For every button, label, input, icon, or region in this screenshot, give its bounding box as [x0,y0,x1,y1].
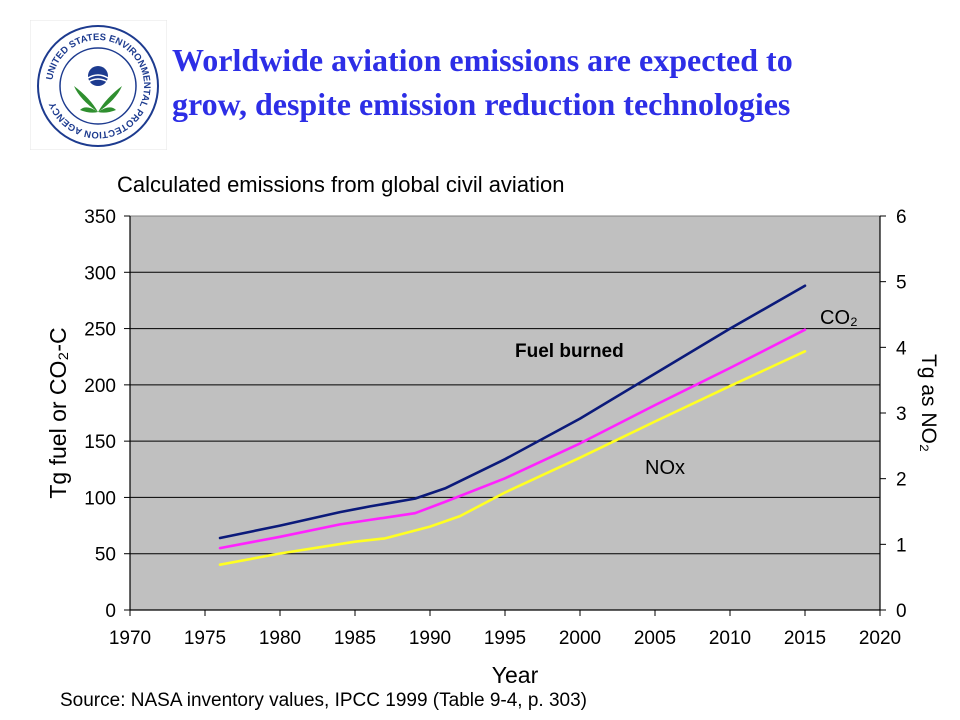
nox-label: NOx [645,457,685,479]
x-tick-label: 2010 [709,628,751,649]
x-tick-label: 2020 [859,628,901,649]
y2-tick-label: 4 [896,338,907,359]
y2-tick-label: 2 [896,470,907,491]
epa-logo: UNITED STATES ENVIRONMENTAL PROTECTION A… [30,20,167,150]
y2-tick-label: 0 [896,601,907,622]
y2-tick-label: 5 [896,273,907,294]
plot-area [129,215,881,611]
chart-title: Calculated emissions from global civil a… [117,172,565,197]
x-tick-label: 1985 [334,628,376,649]
y-tick-label: 350 [84,207,116,228]
co2-label: CO₂ [820,307,858,329]
x-tick-label: 1995 [484,628,526,649]
y-tick-label: 100 [84,488,116,509]
x-tick-label: 1970 [109,628,151,649]
y-tick-label: 0 [105,601,116,622]
labels-group: 0 50 100 150 200 250 300 350 0 1 2 3 4 5 6 1970 1975 1980… [45,207,940,688]
y2-tick-label: 6 [896,207,907,228]
co2-line [218,328,807,550]
y-tick-label: 200 [84,376,116,397]
x-tick-label: 1990 [409,628,451,649]
gridlines [130,271,880,555]
y-tick-label: 50 [95,545,116,566]
source-note: Source: NASA inventory values, IPCC 1999… [60,690,587,711]
slide-title-line-2: grow, despite emission reduction technol… [172,86,791,122]
y-tick-label: 250 [84,320,116,341]
y-axis-title: Tg fuel or CO₂-C [45,327,71,498]
slide-title: Worldwide aviation emissions are expecte… [172,38,932,126]
fuel-burned-label: Fuel burned [515,341,624,362]
x-tick-label: 1980 [259,628,301,649]
y-tick-label: 300 [84,263,116,284]
slide-title-line-1: Worldwide aviation emissions are expecte… [172,42,793,78]
fuel-burned-line [218,284,807,540]
y-tick-label: 150 [84,432,116,453]
x-tick-label: 1975 [184,628,226,649]
nox-line [218,349,807,567]
y2-tick-label: 1 [896,535,907,556]
series-group [218,284,807,567]
y2-axis-title: Tg as NO₂ [917,354,940,452]
x-tick-label: 2005 [634,628,676,649]
axes [124,215,886,616]
x-tick-label: 2000 [559,628,601,649]
x-tick-label: 2015 [784,628,826,649]
emissions-chart: Calculated emissions from global civil a… [45,172,940,688]
y2-tick-label: 3 [896,404,907,425]
x-axis-title: Year [492,662,539,688]
